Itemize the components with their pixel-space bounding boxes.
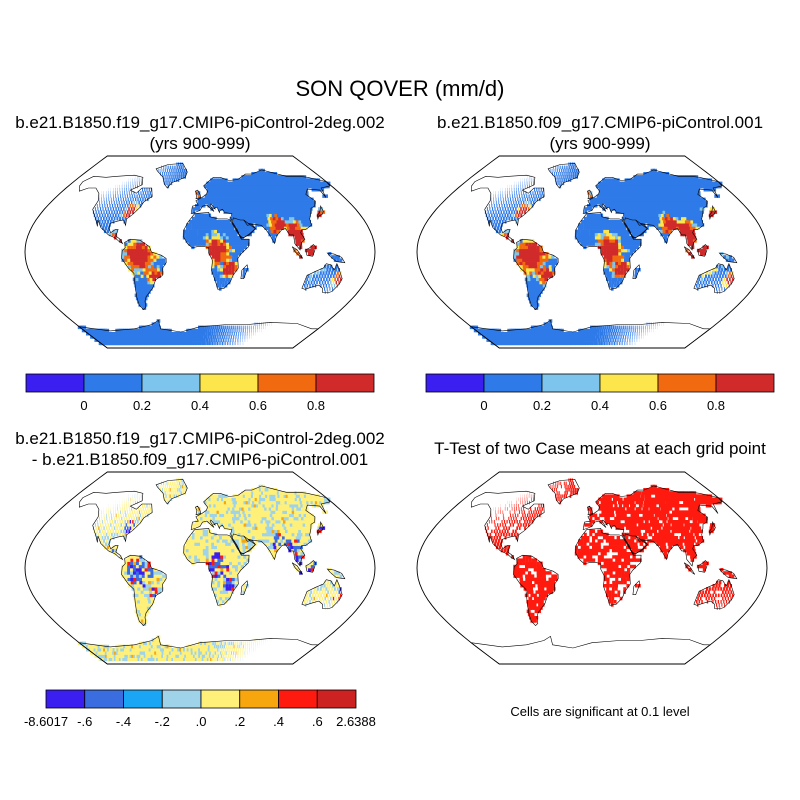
map-panel-bottom-left [24,471,376,665]
colorbar-label: 0.6 [249,398,267,413]
panel-tl-title: b.e21.B1850.f19_g17.CMIP6-piControl-2deg… [0,112,400,154]
colorbar-box [141,373,201,393]
map-boundary [416,471,768,665]
panel-tr-title: b.e21.B1850.f09_g17.CMIP6-piControl.001 … [400,112,800,154]
map-panel-top-right [416,155,768,349]
colorbar-box [483,373,543,393]
map-cells [484,478,735,623]
colorbar-label: -.6 [77,714,92,729]
panel-tr-title-line1: b.e21.B1850.f09_g17.CMIP6-piControl.001 [436,113,764,132]
colorbar-label: 0.4 [591,398,609,413]
colorbar-box [83,373,143,393]
colorbar-label: 0.4 [191,398,209,413]
panel-tl-title-line2: (yrs 900-999) [149,134,251,153]
map-boundary [24,471,376,665]
panel-br-title-line1: T-Test of two Case means at each grid po… [434,439,766,458]
map-panel-top-left [24,155,376,349]
map-cells [77,162,343,346]
map-boundary [24,155,376,349]
colorbar-box [84,689,124,709]
map-panel-bottom-right [416,471,768,665]
colorbar-box [599,373,659,393]
colorbar-box [657,373,717,393]
figure-title: SON QOVER (mm/d) [295,76,505,101]
colorbar-label: .0 [196,714,207,729]
colorbar-box [25,373,85,393]
colorbar-label: .6 [312,714,323,729]
colorbar-label: -.4 [116,714,131,729]
colorbar-box [45,689,86,709]
colorbar-label: 0 [480,398,487,413]
colorbar-box [199,373,259,393]
colorbar-box [315,373,375,393]
colorbar-label: .2 [234,714,245,729]
colorbar-box [200,689,241,709]
colorbar-box [425,373,485,393]
colorbar-box [161,689,202,709]
coastlines [470,163,738,349]
colorbar-box [541,373,601,393]
coastlines [78,479,346,665]
panel-bl-title-line2: - b.e21.B1850.f09_g17.CMIP6-piControl.00… [31,450,369,469]
colorbar-label: 0.8 [707,398,725,413]
colorbar-label: 0 [80,398,87,413]
colorbar-label: 0.8 [307,398,325,413]
colorbar-label: 0.6 [649,398,667,413]
panel-tl-title-line1: b.e21.B1850.f19_g17.CMIP6-piControl-2deg… [15,113,385,132]
colorbar-box [123,689,163,709]
colorbar-box [239,689,279,709]
colorbar-box [257,373,317,393]
panel-bl-title-line1: b.e21.B1850.f19_g17.CMIP6-piControl-2deg… [15,429,385,448]
colorbar-label: -.2 [155,714,170,729]
colorbar-label: 2.6388 [336,714,376,729]
map-cells [469,162,735,346]
colorbar-label: -8.6017 [24,714,68,729]
colorbar-label: 0.2 [133,398,151,413]
colorbar-box [316,689,357,709]
coastlines [78,163,346,349]
map-cells [77,478,343,662]
colorbar-top-left: 0 0.2 0.4 0.6 0.8 [25,373,375,413]
colorbar-bottom-left: -8.6017 -.6 -.4 -.2 .0 .2 .4 .6 2.6388 [24,689,376,729]
panel-tr-title-line2: (yrs 900-999) [549,134,651,153]
colorbar-top-right: 0 0.2 0.4 0.6 0.8 [425,373,775,413]
colorbar-label: 0.2 [533,398,551,413]
colorbar-box [278,689,318,709]
colorbar-label: .4 [273,714,284,729]
panel-bl-title: b.e21.B1850.f19_g17.CMIP6-piControl-2deg… [0,428,400,470]
significance-note: Cells are significant at 0.1 level [510,704,690,719]
map-boundary [416,155,768,349]
colorbar-box [715,373,775,393]
panel-br-title: T-Test of two Case means at each grid po… [400,438,800,459]
